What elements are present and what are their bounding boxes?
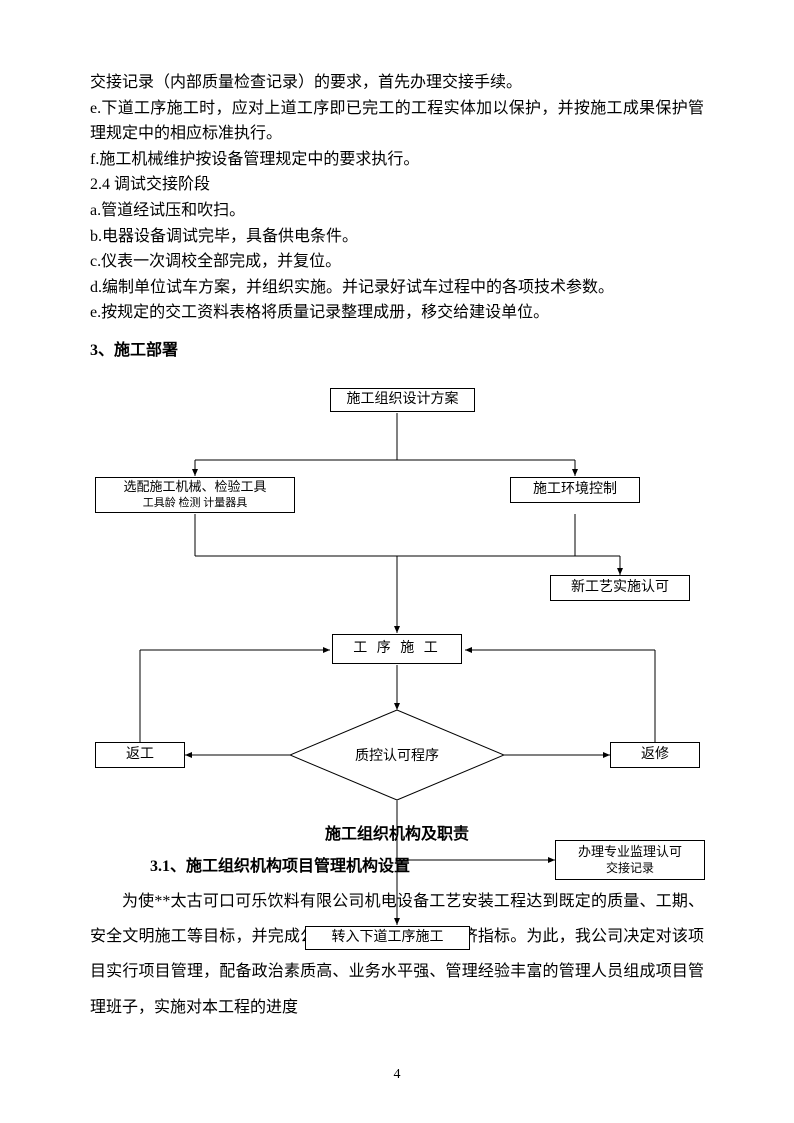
para-3: f.施工机械维护按设备管理规定中的要求执行。 — [90, 147, 704, 173]
sub-heading: 3.1、施工组织机构项目管理机构设置 — [150, 852, 704, 876]
para-2: e.下道工序施工时，应对上道工序即已完工的工程实体加以保护，并按施工成果保护管理… — [90, 96, 704, 147]
para-4: 2.4 调试交接阶段 — [90, 172, 704, 198]
body-1: 为使**太古可口可乐饮料有限公司机电设备工艺安装工程达到既定的质量、工期、安全文… — [90, 884, 704, 1025]
section-3-title: 3、施工部署 — [90, 336, 704, 360]
para-9: e.按规定的交工资料表格将质量记录整理成册，移交给建设单位。 — [90, 300, 704, 326]
mid-heading: 施工组织机构及职责 — [90, 820, 704, 844]
para-1: 交接记录（内部质量检查记录）的要求，首先办理交接手续。 — [90, 70, 704, 96]
para-6: b.电器设备调试完毕，具备供电条件。 — [90, 224, 704, 250]
para-8: d.编制单位试车方案，并组织实施。并记录好试车过程中的各项技术参数。 — [90, 275, 704, 301]
page-number: 4 — [0, 1067, 794, 1083]
para-5: a.管道经试压和吹扫。 — [90, 198, 704, 224]
para-7: c.仪表一次调校全部完成，并复位。 — [90, 249, 704, 275]
